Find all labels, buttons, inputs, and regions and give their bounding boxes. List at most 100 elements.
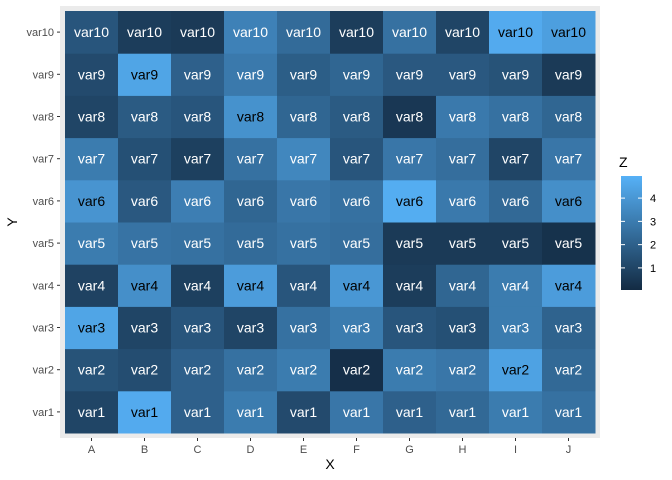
heatmap-cell-C-var10: [171, 11, 225, 54]
y-tick-label-var10: var10: [26, 27, 54, 39]
cell-label-C-var9: var9: [184, 66, 211, 82]
heatmap-cell-F-var9: [330, 53, 384, 96]
cell-label-F-var5: var5: [343, 235, 370, 251]
heatmap-cell-E-var6: [277, 179, 331, 223]
heatmap-cell-B-var4: [118, 264, 172, 307]
heatmap-cell-C-var8: [171, 95, 225, 139]
heatmap-cell-D-var10: [224, 11, 278, 54]
heatmap-cell-B-var2: [118, 348, 172, 392]
cell-label-I-var1: var1: [502, 404, 529, 420]
y-tick-label-var7: var7: [33, 154, 54, 166]
y-tick-label-var3: var3: [33, 323, 54, 335]
heatmap-cell-D-var1: [224, 390, 278, 434]
y-axis: var1 var2 var3 var4 var5 var6 var7 var8 var9 var1…: [26, 27, 60, 419]
cell-label-I-var6: var6: [502, 193, 529, 209]
cell-label-A-var8: var8: [78, 109, 105, 125]
cell-label-E-var8: var8: [290, 109, 317, 125]
x-tick-label-B: B: [141, 444, 148, 456]
x-tick-label-J: J: [566, 444, 572, 456]
cell-label-J-var8: var8: [555, 109, 582, 125]
x-tick-label-C: C: [194, 444, 202, 456]
heatmap-cell-I-var9: [489, 53, 543, 96]
cell-label-G-var9: var9: [396, 66, 423, 82]
x-axis: A B C D E F G H I J: [88, 438, 571, 456]
cell-label-A-var9: var9: [78, 66, 105, 82]
cell-label-D-var2: var2: [237, 362, 264, 378]
heatmap-cell-D-var6: [224, 179, 278, 223]
cell-label-C-var1: var1: [184, 404, 211, 420]
heatmap-cell-H-var2: [436, 348, 490, 392]
heatmap-cell-F-var1: [330, 390, 384, 434]
cell-label-F-var4: var4: [343, 277, 370, 293]
legend-tick-label-3: 3: [650, 216, 656, 228]
cell-label-G-var1: var1: [396, 404, 423, 420]
heatmap-cell-B-var10: [118, 11, 172, 54]
cell-label-A-var2: var2: [78, 362, 105, 378]
cell-label-J-var2: var2: [555, 362, 582, 378]
legend-ticks: 1 2 3 4: [621, 193, 656, 275]
cell-label-G-var4: var4: [396, 277, 423, 293]
cell-label-D-var8: var8: [237, 109, 264, 125]
heatmap-cell-B-var5: [118, 222, 172, 265]
cell-label-I-var3: var3: [502, 320, 529, 336]
cell-label-E-var1: var1: [290, 404, 317, 420]
cell-label-A-var7: var7: [78, 151, 105, 167]
cell-label-J-var5: var5: [555, 235, 582, 251]
heatmap-cell-I-var8: [489, 95, 543, 139]
cell-label-B-var9: var9: [131, 66, 158, 82]
cell-label-A-var4: var4: [78, 277, 105, 293]
heatmap-cell-A-var8: [65, 95, 119, 139]
y-tick-label-var9: var9: [33, 69, 54, 81]
cell-label-A-var5: var5: [78, 235, 105, 251]
cell-label-E-var2: var2: [290, 362, 317, 378]
legend: Z 1 2 3 4: [619, 154, 656, 290]
heatmap-cell-H-var4: [436, 264, 490, 307]
heatmap-cell-J-var1: [542, 390, 596, 434]
heatmap-cell-A-var7: [65, 137, 119, 181]
cell-label-H-var7: var7: [449, 151, 476, 167]
heatmap-cell-F-var2: [330, 348, 384, 392]
y-tick-label-var1: var1: [33, 407, 54, 419]
cell-label-F-var9: var9: [343, 66, 370, 82]
cell-label-C-var2: var2: [184, 362, 211, 378]
cell-label-J-var6: var6: [555, 193, 582, 209]
y-tick-label-var6: var6: [33, 196, 54, 208]
cell-label-H-var6: var6: [449, 193, 476, 209]
cell-label-D-var7: var7: [237, 151, 264, 167]
heatmap-cell-G-var4: [383, 264, 437, 307]
cell-label-C-var3: var3: [184, 320, 211, 336]
cell-label-A-var10: var10: [74, 24, 109, 40]
heatmap-cell-G-var1: [383, 390, 437, 434]
heatmap-cell-F-var8: [330, 95, 384, 139]
heatmap-cell-I-var5: [489, 222, 543, 265]
heatmap-cell-H-var1: [436, 390, 490, 434]
heatmap-cell-G-var10: [383, 11, 437, 54]
heatmap-cell-J-var6: [542, 179, 596, 223]
heatmap-cell-H-var9: [436, 53, 490, 96]
heatmap-cell-B-var6: [118, 179, 172, 223]
cell-label-I-var5: var5: [502, 235, 529, 251]
cell-label-B-var10: var10: [127, 24, 162, 40]
heatmap-cell-E-var10: [277, 11, 331, 54]
y-tick-label-var2: var2: [33, 365, 54, 377]
heatmap-cell-G-var6: [383, 179, 437, 223]
heatmap-cell-B-var8: [118, 95, 172, 139]
cell-label-B-var5: var5: [131, 235, 158, 251]
heatmap-cell-C-var7: [171, 137, 225, 181]
heatmap-cell-I-var6: [489, 179, 543, 223]
heatmap-cell-E-var1: [277, 390, 331, 434]
heatmap-cell-E-var2: [277, 348, 331, 392]
cell-label-D-var3: var3: [237, 320, 264, 336]
heatmap-cell-D-var2: [224, 348, 278, 392]
heatmap-cell-G-var9: [383, 53, 437, 96]
cell-label-J-var7: var7: [555, 151, 582, 167]
cell-label-D-var6: var6: [237, 193, 264, 209]
cell-label-F-var2: var2: [343, 362, 370, 378]
cell-label-G-var6: var6: [396, 193, 423, 209]
heatmap-cell-I-var4: [489, 264, 543, 307]
cell-label-H-var8: var8: [449, 109, 476, 125]
y-tick-label-var8: var8: [33, 112, 54, 124]
heatmap-cell-C-var3: [171, 306, 225, 350]
heatmap-cell-F-var3: [330, 306, 384, 350]
